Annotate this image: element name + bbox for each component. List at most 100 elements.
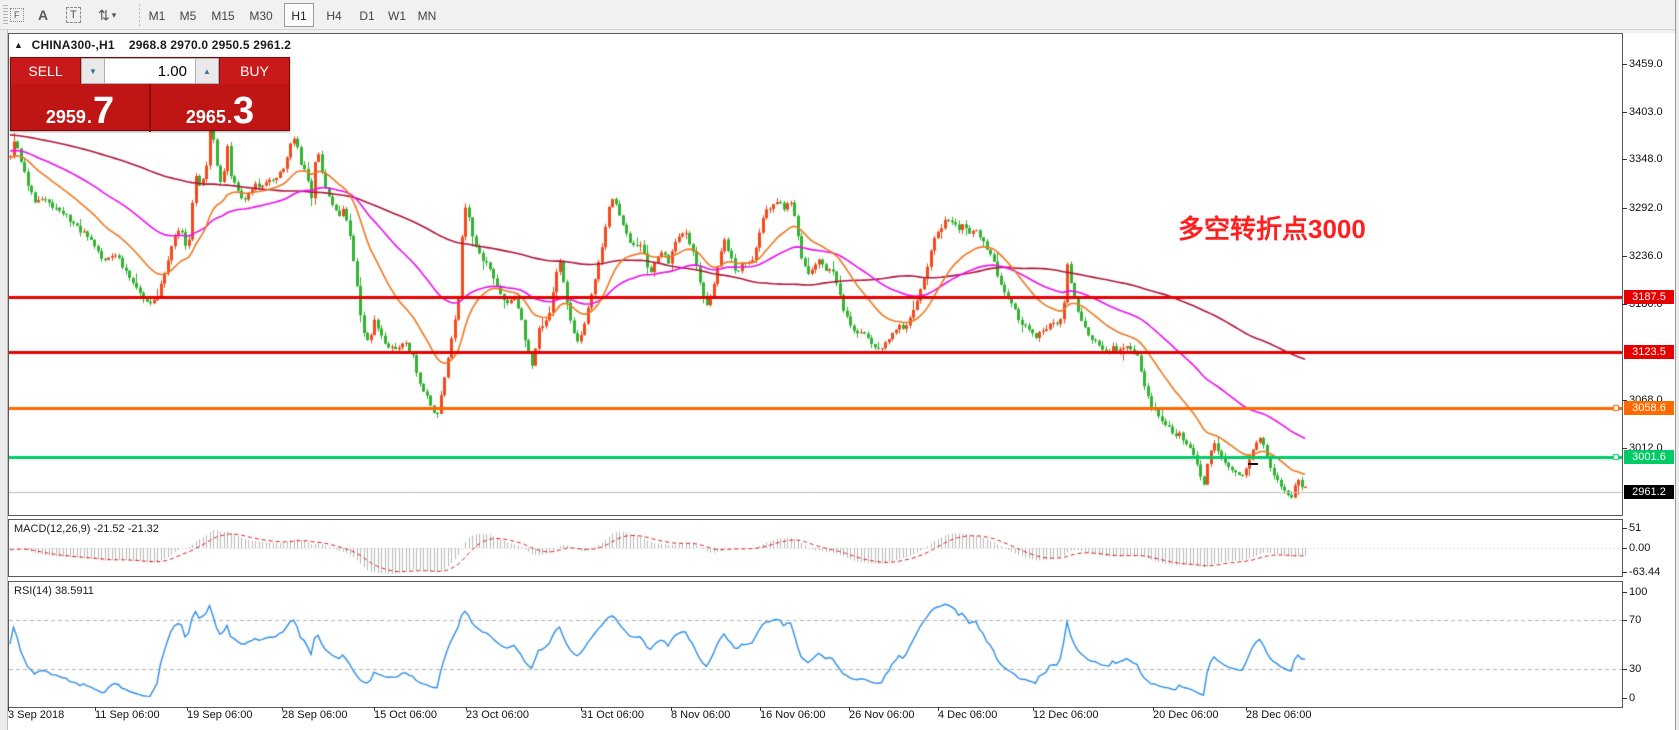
price-axis[interactable]	[1623, 33, 1675, 722]
current-price-label: 2961.2	[1624, 485, 1674, 499]
window-left-edge	[0, 30, 8, 730]
macd-scale-label-tick	[1622, 548, 1627, 549]
macd-scale-label: 0.00	[1629, 542, 1651, 554]
price-tick-label-tick	[1622, 208, 1627, 209]
one-click-trading-widget: SELL ▼ ▲ BUY 2959 . 7 2965 . 3	[10, 57, 290, 132]
chart-symbol-period: CHINA300-,H1	[31, 38, 115, 52]
hline-price-label: 3058.6	[1624, 401, 1674, 415]
time-axis-label: 8 Nov 06:00	[671, 709, 731, 721]
font-grid-icon-glyph: F	[10, 8, 24, 22]
time-axis-label: 26 Nov 06:00	[849, 709, 915, 721]
chart-ohlc-values: 2968.8 2970.0 2950.5 2961.2	[128, 38, 292, 52]
price-tick-label-tick	[1622, 159, 1627, 160]
rsi-scale-label-tick	[1622, 698, 1627, 699]
bid-price-pips: 7	[92, 90, 115, 132]
time-axis-label: 19 Sep 06:00	[187, 709, 253, 721]
time-tick	[374, 707, 375, 711]
hline-price-label: 3123.5	[1624, 345, 1674, 359]
macd-scale-label-tick	[1622, 528, 1627, 529]
timeframe-button-m5[interactable]: M5	[179, 9, 197, 23]
timeframe-button-m1[interactable]: M1	[148, 9, 166, 23]
sell-button[interactable]: SELL	[11, 58, 81, 84]
time-tick	[187, 707, 188, 711]
bid-price[interactable]: 2959 . 7	[11, 84, 151, 132]
macd-scale-label-tick	[1622, 572, 1627, 573]
timeframe-button-mn[interactable]: MN	[417, 9, 437, 23]
volume-input[interactable]	[105, 58, 195, 84]
time-tick	[95, 707, 96, 711]
rsi-scale-label-tick	[1622, 669, 1627, 670]
price-tick-label-tick	[1622, 64, 1627, 65]
time-tick	[282, 707, 283, 711]
price-tick-label-tick	[1622, 112, 1627, 113]
volume-increase-button[interactable]: ▲	[195, 58, 219, 84]
chart-title: ▲ CHINA300-,H1 2968.8 2970.0 2950.5 2961…	[14, 38, 291, 52]
ask-price-main: 2965	[185, 107, 226, 127]
timeframe-button-w1[interactable]: W1	[388, 9, 406, 23]
time-axis-label: 3 Sep 2018	[8, 709, 65, 721]
sort-arrows-icon[interactable]: ⇅ ▾	[98, 4, 116, 26]
macd-scale-label: -63.44	[1629, 566, 1661, 578]
arrow-cursor-icon[interactable]: A	[38, 4, 48, 26]
price-tick-label-tick	[1622, 448, 1627, 449]
toolbar: F A T ⇅ ▾ M1 M5 M15 M30 H1 H4 D1 W1 MN	[0, 0, 1679, 30]
toolbar-grip[interactable]	[3, 5, 8, 25]
dropdown-caret-icon[interactable]: ▾	[111, 9, 117, 20]
rsi-canvas[interactable]	[9, 582, 1622, 707]
ask-price[interactable]: 2965 . 3	[185, 90, 255, 132]
price-tick-label: 3236.0	[1629, 250, 1663, 262]
time-tick	[581, 707, 582, 711]
main-chart-panel	[8, 33, 1623, 516]
rsi-scale-label: 70	[1629, 614, 1642, 626]
font-grid-icon[interactable]: F	[10, 4, 24, 26]
rsi-scale-label: 0	[1629, 692, 1636, 704]
buy-button[interactable]: BUY	[219, 58, 289, 84]
price-tick-label-tick	[1622, 304, 1627, 305]
timeframe-button-m30[interactable]: M30	[249, 9, 273, 23]
timeframe-button-h1[interactable]: H1	[284, 3, 314, 27]
time-tick	[1033, 707, 1034, 711]
timeframe-button-d1[interactable]: D1	[359, 9, 375, 23]
rsi-panel	[8, 581, 1623, 708]
timeframe-button-h4[interactable]: H4	[326, 9, 342, 23]
hline-price-label: 3187.5	[1624, 290, 1674, 304]
time-tick	[938, 707, 939, 711]
time-axis-label: 4 Dec 06:00	[938, 709, 998, 721]
toolbar-separator	[139, 4, 140, 26]
text-label-icon[interactable]: T	[66, 4, 81, 26]
time-axis-label: 28 Sep 06:00	[282, 709, 348, 721]
ask-price-pips: 3	[232, 90, 255, 132]
time-axis-label: 11 Sep 06:00	[95, 709, 160, 721]
volume-decrease-button[interactable]: ▼	[81, 58, 105, 84]
arrow-cursor-icon-glyph: A	[38, 7, 49, 23]
window-right-border	[1675, 0, 1676, 730]
macd-canvas[interactable]	[9, 520, 1622, 576]
macd-scale-label: 51	[1629, 522, 1642, 534]
time-tick	[1246, 707, 1247, 711]
text-label-icon-glyph: T	[66, 7, 81, 23]
rsi-label: RSI(14) 38.5911	[14, 585, 94, 597]
time-tick	[849, 707, 850, 711]
price-tick-label: 3348.0	[1629, 153, 1663, 165]
sort-arrows-icon-glyph: ⇅	[98, 6, 110, 23]
time-tick	[466, 707, 467, 711]
time-axis-label: 28 Dec 06:00	[1246, 709, 1312, 721]
time-tick	[760, 707, 761, 711]
hline-price-label: 3001.6	[1624, 450, 1674, 464]
collapse-icon[interactable]: ▲	[14, 40, 24, 50]
price-tick-label-tick	[1622, 400, 1627, 401]
price-tick-label: 3459.0	[1629, 58, 1663, 70]
timeframe-button-m15[interactable]: M15	[211, 9, 235, 23]
time-axis-label: 23 Oct 06:00	[466, 709, 529, 721]
window-right-edge	[1676, 0, 1679, 730]
time-axis-label: 12 Dec 06:00	[1033, 709, 1099, 721]
time-axis-label: 31 Oct 06:00	[581, 709, 644, 721]
rsi-scale-label: 30	[1629, 663, 1642, 675]
rsi-scale-label-tick	[1622, 620, 1627, 621]
price-marker-dash	[1248, 463, 1258, 465]
time-axis-label: 16 Nov 06:00	[760, 709, 826, 721]
rsi-scale-label-tick	[1622, 592, 1627, 593]
macd-label: MACD(12,26,9) -21.52 -21.32	[14, 523, 159, 535]
time-tick	[671, 707, 672, 711]
